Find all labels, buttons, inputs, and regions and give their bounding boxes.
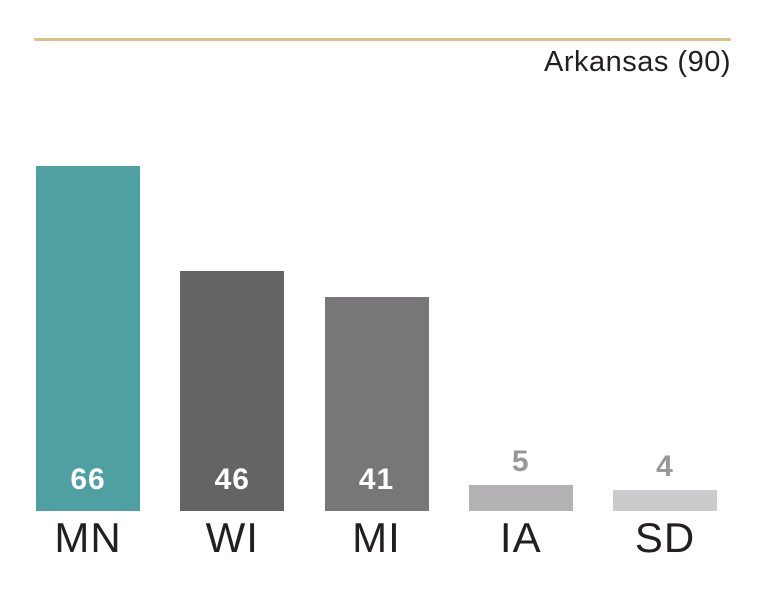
bar-slot-sd: 4 SD	[613, 41, 717, 561]
bar-wi	[180, 271, 285, 511]
bar-value-label-sd: 4	[656, 450, 674, 483]
bar-value-label-ia: 5	[511, 445, 530, 478]
bar-value-label-mn: 66	[70, 463, 106, 496]
bar-ia	[468, 485, 573, 511]
bar-category-label-mi: MI	[352, 514, 401, 561]
bar-mi	[324, 297, 429, 511]
bar-chart: 66 MN 46 WI 41 MI 5 IA 4 SD	[36, 41, 717, 561]
reference-line	[34, 38, 731, 41]
bar-slot-ia: 5 IA	[468, 41, 573, 561]
bar-slot-mn: 66 MN	[36, 41, 140, 561]
bar-category-label-sd: SD	[634, 514, 696, 561]
bar-slot-mi: 41 MI	[324, 41, 429, 561]
bar-mn	[36, 166, 140, 511]
bar-slot-wi: 46 WI	[180, 41, 285, 561]
bar-value-label-mi: 41	[358, 463, 395, 496]
bar-category-label-wi: WI	[205, 514, 259, 561]
reference-label: Arkansas (90)	[543, 46, 731, 78]
bar-sd	[613, 490, 717, 511]
bar-category-label-mn: MN	[54, 514, 122, 561]
bar-value-label-wi: 46	[214, 463, 250, 496]
bar-category-label-ia: IA	[499, 514, 542, 561]
